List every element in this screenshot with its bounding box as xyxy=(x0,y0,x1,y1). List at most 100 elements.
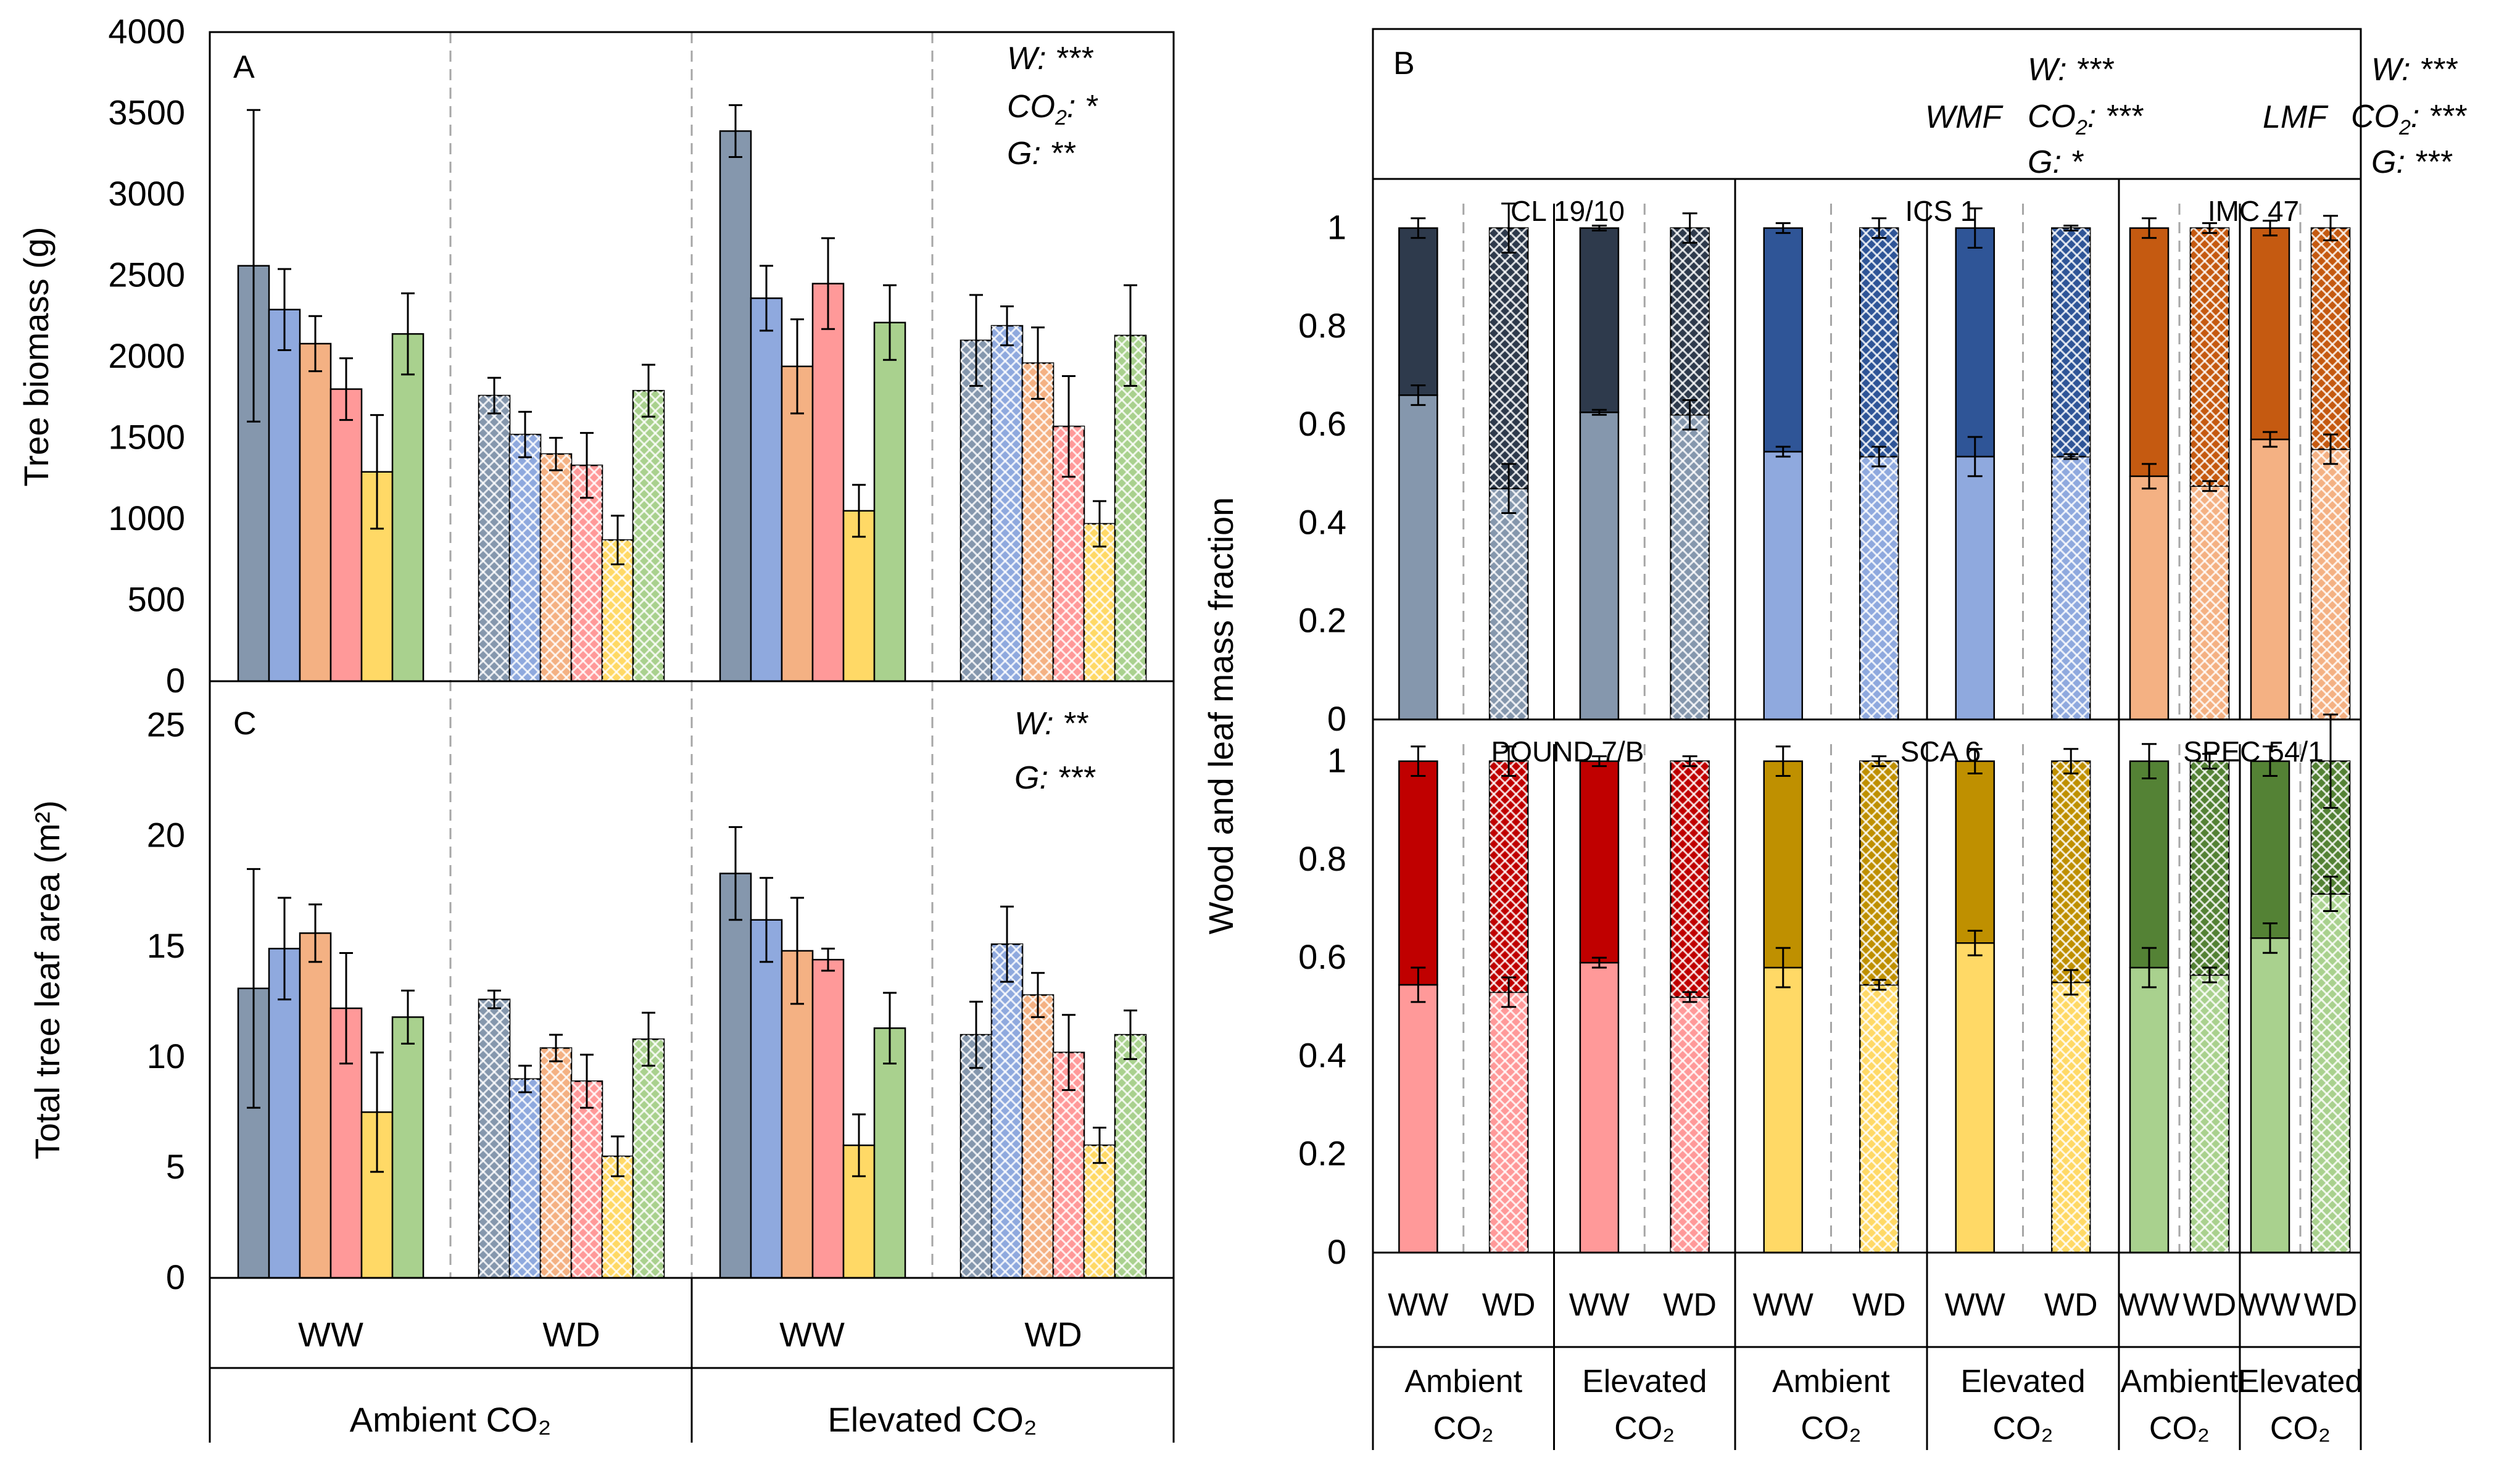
panel-a-yticks: 0 500 1000 1500 2000 2500 3000 3500 4000 xyxy=(108,12,185,700)
genotype-title: CL 19/10 xyxy=(1511,195,1625,227)
bar-hatch xyxy=(633,391,664,681)
bar xyxy=(719,872,752,1279)
panel-a-stat-w: W: *** xyxy=(1007,41,1093,77)
lmf-stat-co2: CO2: *** xyxy=(2351,99,2467,139)
panel-b-dividers xyxy=(1462,179,2302,1450)
leaf-bar-hatch xyxy=(2052,761,2091,982)
bar-hatch xyxy=(961,1035,992,1278)
y-tick-label: 0.2 xyxy=(1298,1134,1346,1173)
wood-bar xyxy=(1955,455,1995,721)
bar-hatch xyxy=(479,999,510,1278)
bar-hatch xyxy=(479,396,510,681)
panel-c-yticks: 0 5 10 15 20 25 xyxy=(147,705,185,1296)
leaf-bar xyxy=(2129,760,2170,969)
x-label-ambient-co2: Ambient CO₂ xyxy=(350,1400,552,1439)
x-label-wd: WD xyxy=(2304,1287,2358,1323)
wood-bar xyxy=(1763,966,1803,1254)
y-tick-label: 20 xyxy=(147,816,185,855)
y-tick-label: 15 xyxy=(147,926,185,965)
bar xyxy=(391,333,425,682)
panel-c-label: C xyxy=(233,706,257,742)
panel-a-label: A xyxy=(233,49,255,85)
panel-a-bars xyxy=(237,104,1147,682)
genotype-title: IMC 47 xyxy=(2208,195,2299,227)
y-tick-label: 0.6 xyxy=(1298,404,1346,443)
leaf-bar-hatch xyxy=(1860,228,1899,457)
genotype-title: SPEC 54/1 xyxy=(2183,736,2324,768)
x-label-wd: WD xyxy=(1482,1287,1536,1323)
leaf-bar-hatch xyxy=(1670,228,1709,415)
leaf-bar xyxy=(2129,227,2170,478)
y-tick-label: 0.4 xyxy=(1298,502,1346,541)
wood-bar xyxy=(1398,394,1438,721)
lmf-stat-g: G: *** xyxy=(2371,144,2453,180)
bar xyxy=(781,950,814,1279)
panel-b-frame xyxy=(1372,178,2362,1254)
wmf-stat-w: W: *** xyxy=(2028,52,2114,88)
panel-c-bars xyxy=(237,826,1147,1279)
leaf-bar xyxy=(1398,227,1438,396)
genotype-title: ICS 1 xyxy=(1905,195,1976,227)
x-label-co2: CO₂ xyxy=(2149,1411,2210,1446)
panel-c-stat-g: G: *** xyxy=(1014,760,1096,796)
leaf-bar xyxy=(1579,760,1620,964)
x-label-wd: WD xyxy=(1663,1287,1717,1323)
bar xyxy=(268,309,301,682)
y-tick-label: 0 xyxy=(166,661,185,700)
y-tick-label: 0.6 xyxy=(1298,937,1346,976)
panel-b-bars xyxy=(1398,202,2351,1254)
leaf-bar-hatch xyxy=(1670,761,1709,997)
x-label-ww: WW xyxy=(2119,1287,2179,1323)
wood-bar xyxy=(1579,412,1620,721)
lmf-stat-w: W: *** xyxy=(2371,52,2458,88)
x-label-elevated: Elevated xyxy=(2238,1364,2363,1399)
bar xyxy=(781,365,814,682)
y-tick-label: 25 xyxy=(147,705,185,744)
y-tick-label: 2500 xyxy=(108,255,185,294)
bar-hatch xyxy=(961,340,992,681)
leaf-bar-hatch xyxy=(1490,761,1528,992)
bar-hatch xyxy=(1022,995,1053,1278)
lmf-stats: LMF W: *** CO2: *** G: *** xyxy=(2263,52,2467,180)
y-tick-label: 500 xyxy=(128,580,185,619)
bar xyxy=(750,919,783,1279)
x-label-ambient: Ambient xyxy=(1772,1364,1890,1399)
bar-hatch xyxy=(541,454,571,681)
y-tick-label: 1500 xyxy=(108,418,185,457)
leaf-bar xyxy=(2250,227,2290,441)
y-tick-label: 1 xyxy=(1327,208,1346,247)
y-tick-label: 0.2 xyxy=(1298,601,1346,640)
y-tick-label: 0.4 xyxy=(1298,1035,1346,1074)
y-tick-label: 10 xyxy=(147,1037,185,1075)
bar xyxy=(299,932,332,1279)
leaf-bar xyxy=(1398,760,1438,986)
lmf-label: LMF xyxy=(2263,99,2329,135)
panel-a-stat-co2: CO2: * xyxy=(1007,89,1098,130)
wood-bar-hatch xyxy=(2052,456,2091,719)
wood-bar xyxy=(1763,450,1803,721)
leaf-bar xyxy=(1763,227,1803,453)
x-label-ambient: Ambient xyxy=(1404,1364,1522,1399)
x-label-elevated-co2: Elevated CO₂ xyxy=(827,1400,1037,1439)
bar xyxy=(811,283,845,682)
bar-hatch xyxy=(1084,523,1115,681)
bar-hatch xyxy=(510,1079,541,1278)
wmf-stats: WMF W: *** CO2: *** G: * xyxy=(1925,52,2144,180)
x-label-wd: WD xyxy=(2183,1287,2237,1323)
wood-bar-hatch xyxy=(1670,997,1709,1253)
leaf-bar-hatch xyxy=(2052,228,2091,457)
bar xyxy=(873,1027,906,1279)
x-label-wd: WD xyxy=(2044,1287,2098,1323)
panel-b: B WMF W: *** CO2: *** G: * LMF W: *** CO… xyxy=(1201,28,2467,1450)
genotype-title: SCA 6 xyxy=(1900,736,1981,768)
y-tick-label: 2000 xyxy=(108,336,185,375)
bar-hatch xyxy=(992,944,1022,1278)
y-tick-label: 1 xyxy=(1327,741,1346,780)
wood-bar-hatch xyxy=(2311,893,2350,1253)
x-label-co2: CO₂ xyxy=(1433,1411,1494,1446)
leaf-bar-hatch xyxy=(2190,761,2229,976)
x-label-ww: WW xyxy=(2240,1287,2300,1323)
bar xyxy=(719,130,752,682)
panel-b-label: B xyxy=(1393,46,1415,81)
